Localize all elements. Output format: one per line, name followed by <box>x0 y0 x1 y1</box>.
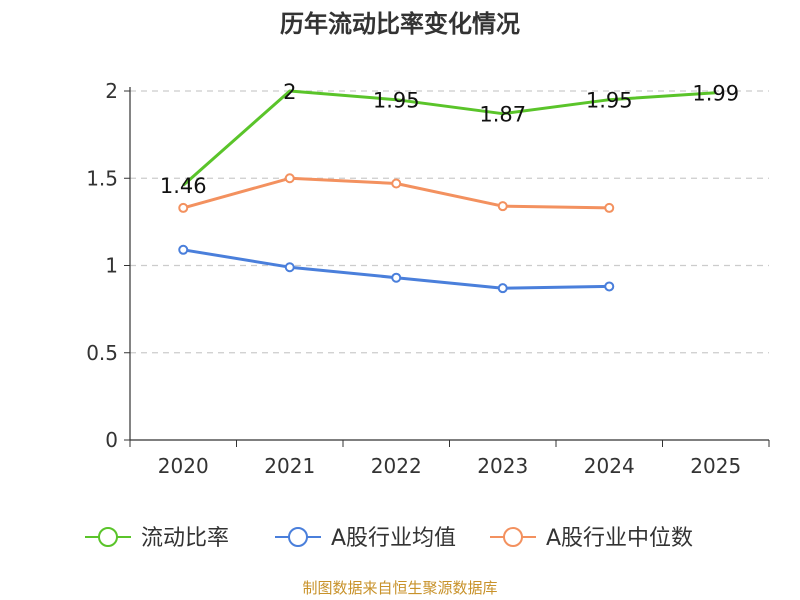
legend-item-2[interactable]: A股行业中位数 <box>490 526 693 551</box>
x-tick-label: 2024 <box>584 454 635 478</box>
y-tick-label: 0.5 <box>86 341 118 365</box>
data-point[interactable] <box>497 201 508 212</box>
axes: 0 0.5 1 1.5 2 2020 2021 2022 2023 2024 2025 <box>86 79 770 478</box>
legend-item-0[interactable]: 流动比率 <box>85 526 229 551</box>
data-labels: 1.46 2 1.95 1.87 1.95 1.99 <box>160 80 739 198</box>
legend-label: 流动比率 <box>141 526 229 551</box>
x-tick-label: 2020 <box>158 454 209 478</box>
y-tick-label: 1.5 <box>86 166 118 190</box>
x-tick-label: 2021 <box>264 454 315 478</box>
legend-swatch-marker <box>98 527 118 547</box>
y-tick-label: 2 <box>105 79 118 103</box>
data-label: 1.99 <box>692 82 739 106</box>
series-group <box>178 89 716 294</box>
data-point[interactable] <box>391 272 402 283</box>
legend-label: A股行业均值 <box>331 526 456 551</box>
data-point[interactable] <box>391 178 402 189</box>
y-tick-label: 1 <box>105 254 118 278</box>
gridlines <box>130 90 769 354</box>
data-point[interactable] <box>284 173 295 184</box>
chart-title: 历年流动比率变化情况 <box>280 10 520 38</box>
legend-swatch-marker <box>288 527 308 547</box>
data-label: 1.46 <box>160 174 207 198</box>
data-label: 1.87 <box>479 103 526 127</box>
source-note: 制图数据来自恒生聚源数据库 <box>302 579 497 597</box>
legend-label: A股行业中位数 <box>546 526 693 551</box>
data-point[interactable] <box>284 262 295 273</box>
data-point[interactable] <box>178 244 189 255</box>
data-label: 1.95 <box>586 89 633 113</box>
x-tick-label: 2022 <box>371 454 422 478</box>
x-tick-label: 2023 <box>477 454 528 478</box>
series-line-0 <box>182 89 716 187</box>
data-label: 2 <box>283 80 296 104</box>
data-point[interactable] <box>604 202 615 213</box>
data-point[interactable] <box>604 281 615 292</box>
legend-item-1[interactable]: A股行业均值 <box>275 526 456 551</box>
data-label: 1.95 <box>373 89 420 113</box>
data-point[interactable] <box>178 202 189 213</box>
legend-swatch-marker <box>503 527 523 547</box>
x-tick-label: 2025 <box>690 454 741 478</box>
legend[interactable]: 流动比率 A股行业均值 A股行业中位数 <box>85 526 693 551</box>
data-point[interactable] <box>497 283 508 294</box>
y-tick-label: 0 <box>105 428 118 452</box>
